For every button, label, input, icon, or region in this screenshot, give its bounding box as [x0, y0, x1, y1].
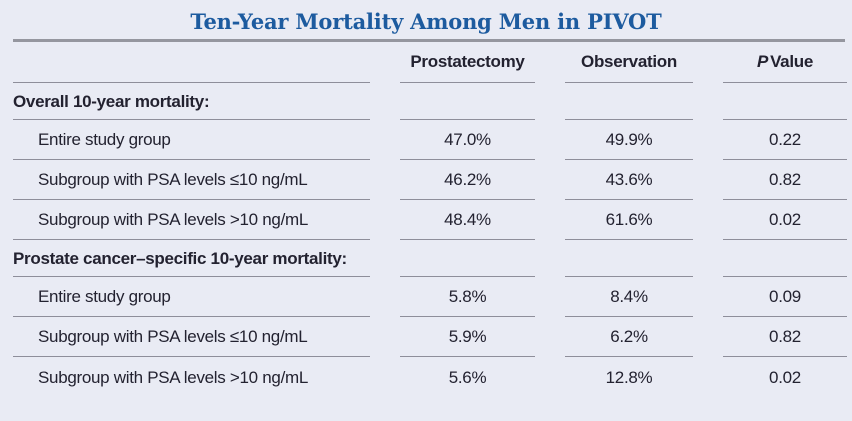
cell-observation: 61.6%: [565, 200, 693, 240]
column-header-observation: Observation: [565, 42, 693, 83]
table-row: Entire study group 47.0% 49.9% 0.22: [0, 120, 852, 160]
cell-observation: [565, 240, 693, 277]
row-label: Entire study group: [13, 120, 370, 160]
cell-p-value: 0.02: [769, 367, 801, 387]
cell-p-value: [723, 83, 847, 120]
row-label: Prostate cancer–specific 10-year mortali…: [13, 240, 370, 277]
table-row: Entire study group 5.8% 8.4% 0.09: [0, 277, 852, 317]
table-row: Subgroup with PSA levels ≤10 ng/mL 5.9% 6.…: [0, 317, 852, 357]
cell-p-value: 0.22: [723, 120, 847, 160]
section-header-row: Prostate cancer–specific 10-year mortali…: [0, 240, 852, 277]
cell-observation: 12.8%: [605, 367, 653, 387]
cell-p-value: [723, 240, 847, 277]
table-title: Ten-Year Mortality Among Men in PIVOT: [190, 9, 662, 34]
cell-observation: [565, 83, 693, 120]
cell-prostatectomy: 47.0%: [400, 120, 535, 160]
row-label: Subgroup with PSA levels >10 ng/mL: [38, 367, 309, 387]
top-divider-rule: [13, 39, 845, 42]
cell-prostatectomy: 48.4%: [400, 200, 535, 240]
row-label: Overall 10-year mortality:: [13, 83, 370, 120]
section-header-row: Overall 10-year mortality:: [0, 83, 852, 120]
column-header-label: [13, 42, 370, 83]
cell-p-value: 0.09: [723, 277, 847, 317]
table-body: Overall 10-year mortality: Entire study g…: [0, 83, 852, 397]
cell-p-value: 0.02: [723, 200, 847, 240]
cell-prostatectomy: 5.8%: [400, 277, 535, 317]
column-header-prostatectomy: Prostatectomy: [400, 42, 535, 83]
cell-prostatectomy: 46.2%: [400, 160, 535, 200]
cell-prostatectomy: 5.9%: [400, 317, 535, 357]
cell-observation: 6.2%: [565, 317, 693, 357]
p-value-rest: Value: [770, 51, 813, 71]
table-row: Subgroup with PSA levels >10 ng/mL 48.4% 6…: [0, 200, 852, 240]
column-header-row: Prostatectomy Observation P Value: [0, 42, 852, 83]
row-label: Subgroup with PSA levels ≤10 ng/mL: [13, 160, 370, 200]
cell-prostatectomy: 5.6%: [448, 367, 487, 387]
cell-prostatectomy: [400, 83, 535, 120]
row-label: Entire study group: [13, 277, 370, 317]
cell-p-value: 0.82: [723, 160, 847, 200]
table-row: Subgroup with PSA levels ≤10 ng/mL 46.2% 4…: [0, 160, 852, 200]
column-header-p-value: P Value: [723, 42, 847, 83]
cell-prostatectomy: [400, 240, 535, 277]
row-label: Subgroup with PSA levels ≤10 ng/mL: [13, 317, 370, 357]
p-value-italic-p: P: [757, 51, 769, 71]
cell-observation: 49.9%: [565, 120, 693, 160]
cell-p-value: 0.82: [723, 317, 847, 357]
row-label: Subgroup with PSA levels >10 ng/mL: [13, 200, 370, 240]
cell-observation: 43.6%: [565, 160, 693, 200]
table-row: Subgroup with PSA levels >10 ng/mL 5.6% 12…: [0, 357, 852, 397]
cell-observation: 8.4%: [565, 277, 693, 317]
